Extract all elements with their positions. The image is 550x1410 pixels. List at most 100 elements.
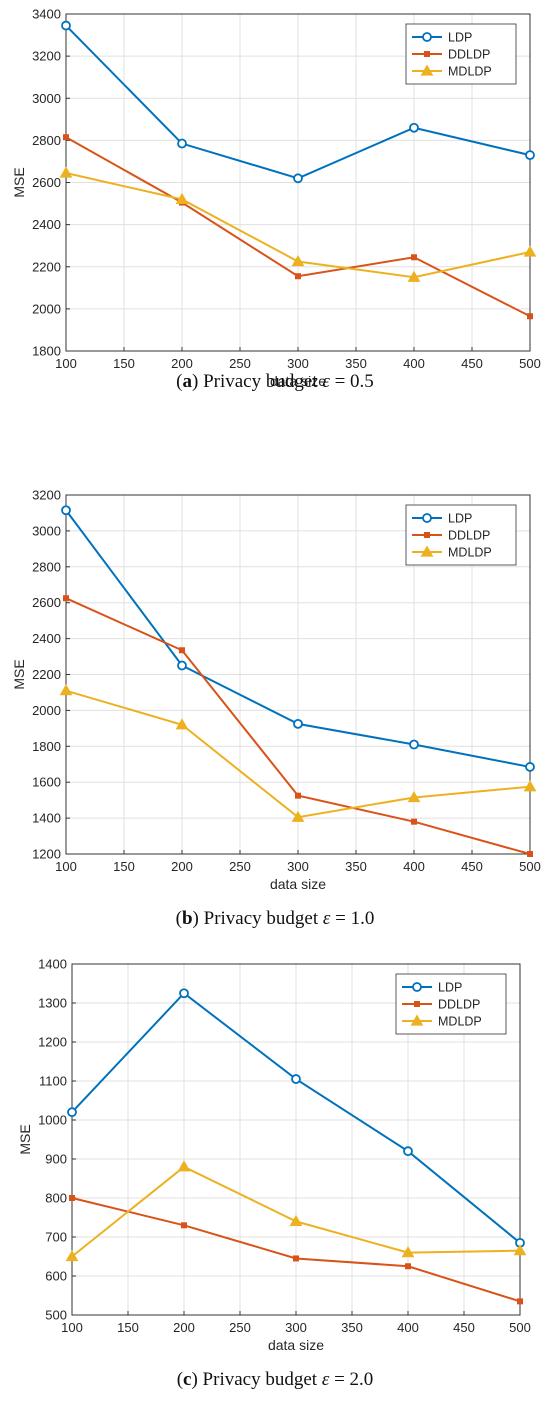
x-tick-label: 350 — [345, 859, 367, 874]
y-tick-label: 1100 — [39, 1074, 67, 1089]
x-tick-label: 200 — [173, 1320, 195, 1335]
data-point-mdldp — [291, 810, 305, 822]
y-tick-label: 900 — [45, 1152, 67, 1167]
x-tick-label: 250 — [229, 1320, 251, 1335]
legend-marker-ddldp — [414, 1001, 420, 1007]
legend-marker-ldp — [422, 513, 432, 523]
y-tick-label: 1200 — [38, 1035, 67, 1050]
data-point-mdldp — [59, 166, 73, 178]
data-point-ddldp — [179, 647, 185, 654]
y-tick-label: 1300 — [38, 996, 67, 1011]
data-point-mdldp — [289, 1214, 303, 1227]
chart-b: 100 150 200 250 300 350 400 450 500 1200 1400 1600 1… — [11, 488, 541, 893]
data-point-ddldp — [411, 818, 417, 825]
data-point-ddldp — [527, 851, 533, 857]
x-tick-label: 250 — [229, 859, 251, 874]
x-tick-label: 300 — [285, 1320, 307, 1335]
data-point-mdldp — [291, 254, 305, 267]
x-axis-label-c: data size — [268, 1337, 324, 1353]
data-point-mdldp — [407, 270, 421, 282]
x-axis-label-b: data size — [270, 876, 326, 892]
caption-a: (a) Privacy budget ε = 0.5 — [176, 371, 374, 392]
x-tick-label: 250 — [229, 356, 251, 371]
legend-label-ddldp: DDLDP — [438, 998, 480, 1012]
axes-frame-c — [71, 963, 521, 1316]
axes-frame-a — [65, 13, 531, 352]
x-tick-label: 350 — [345, 356, 367, 371]
data-point-mdldp — [175, 192, 189, 204]
data-point-mdldp — [65, 1249, 79, 1262]
y-axis-label-a: MSE — [11, 167, 27, 197]
caption-symbol-c: ε — [321, 1369, 330, 1390]
chart-c: 100 150 200 250 300 350 400 450 500 500 600 700 800 9… — [17, 957, 531, 1354]
data-point-ldp — [67, 1107, 77, 1118]
caption-letter-c: c — [183, 1369, 192, 1390]
y-tick-label: 3400 — [32, 7, 61, 22]
data-point-ddldp — [405, 1263, 411, 1270]
legend-marker-ddldp — [424, 51, 430, 57]
chart-a: 100 150 200 250 300 350 400 450 500 1800 2000 2200 2… — [11, 7, 541, 390]
x-tick-label: 400 — [397, 1320, 419, 1335]
y-tick-label: 800 — [45, 1191, 67, 1206]
caption-text-b: Privacy budget — [203, 908, 319, 929]
x-tick-label: 400 — [403, 356, 425, 371]
x-tick-label: 100 — [55, 356, 77, 371]
data-point-ddldp — [63, 595, 69, 602]
y-tick-label: 2800 — [32, 133, 61, 148]
y-tick-label: 3000 — [32, 91, 61, 106]
y-tick-label: 2000 — [32, 301, 61, 316]
data-point-ldp — [525, 150, 535, 161]
legend-marker-ldp — [412, 982, 422, 992]
legend-label-mdldp: MDLDP — [448, 546, 492, 560]
caption-value-a: = 0.5 — [334, 371, 374, 392]
legend-marker-ldp — [422, 32, 432, 42]
y-tick-label: 2800 — [32, 559, 61, 574]
data-point-ldp — [293, 718, 303, 729]
y-tick-label: 2200 — [32, 259, 61, 274]
caption-c: (c) Privacy budget ε = 2.0 — [176, 1369, 374, 1390]
data-point-ldp — [525, 762, 535, 772]
x-tick-label: 450 — [453, 1320, 475, 1335]
y-tick-label: 3200 — [32, 488, 61, 503]
x-tick-label: 400 — [403, 859, 425, 874]
x-tick-label: 450 — [461, 859, 483, 874]
y-tick-label: 2600 — [32, 595, 61, 610]
data-point-ddldp — [411, 254, 417, 261]
x-tick-label: 300 — [287, 859, 309, 874]
data-point-ldp — [291, 1074, 301, 1084]
x-tick-label: 150 — [113, 859, 135, 874]
x-tick-label: 300 — [287, 356, 309, 371]
x-tick-label: 100 — [55, 859, 77, 874]
caption-letter-a: a — [182, 371, 193, 392]
legend-marker-mdldp — [420, 64, 434, 76]
y-tick-label: 1600 — [32, 775, 61, 790]
caption-letter-b: b — [181, 908, 193, 929]
chart-panel-c: 100 150 200 250 300 350 400 450 500 500 600 700 800 9… — [0, 940, 550, 1405]
y-tick-label: 3200 — [32, 49, 61, 64]
chart-panel-b: 100 150 200 250 300 350 400 450 500 1200 1400 1600 1… — [0, 473, 550, 943]
data-point-ldp — [177, 660, 187, 671]
caption-symbol-b: ε — [322, 908, 331, 929]
data-point-ddldp — [69, 1195, 75, 1201]
legend-label-mdldp: MDLDP — [448, 65, 492, 79]
legend-label-ldp: LDP — [438, 981, 462, 995]
y-tick-label: 2000 — [32, 703, 61, 718]
data-point-mdldp — [177, 1160, 191, 1172]
legend-label-ldp: LDP — [448, 31, 472, 45]
y-tick-label: 1800 — [32, 344, 61, 359]
legend-marker-mdldp — [410, 1014, 424, 1026]
data-point-ddldp — [293, 1255, 299, 1262]
x-tick-label: 200 — [171, 859, 193, 874]
y-tick-label: 2200 — [32, 667, 61, 682]
data-point-ddldp — [63, 134, 69, 141]
legend-label-ddldp: DDLDP — [448, 529, 490, 543]
data-point-mdldp — [401, 1246, 415, 1258]
x-tick-label: 150 — [113, 356, 135, 371]
x-tick-label: 100 — [61, 1320, 83, 1335]
x-tick-label: 500 — [519, 356, 541, 371]
y-tick-label: 3000 — [32, 523, 61, 538]
data-point-ddldp — [527, 313, 533, 320]
legend-marker-ddldp — [424, 532, 430, 538]
legend-label-ldp: LDP — [448, 512, 472, 526]
x-tick-label: 500 — [509, 1320, 531, 1335]
